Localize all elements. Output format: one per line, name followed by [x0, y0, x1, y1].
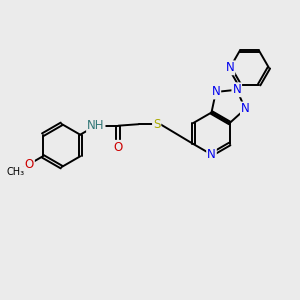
Text: N: N — [232, 83, 241, 96]
Text: NH: NH — [87, 119, 104, 132]
Text: N: N — [212, 85, 220, 98]
Text: N: N — [207, 148, 216, 161]
Text: N: N — [226, 61, 234, 74]
Text: CH₃: CH₃ — [7, 167, 25, 177]
Text: S: S — [153, 118, 160, 131]
Text: O: O — [114, 141, 123, 154]
Text: O: O — [25, 158, 34, 171]
Text: N: N — [241, 102, 250, 116]
